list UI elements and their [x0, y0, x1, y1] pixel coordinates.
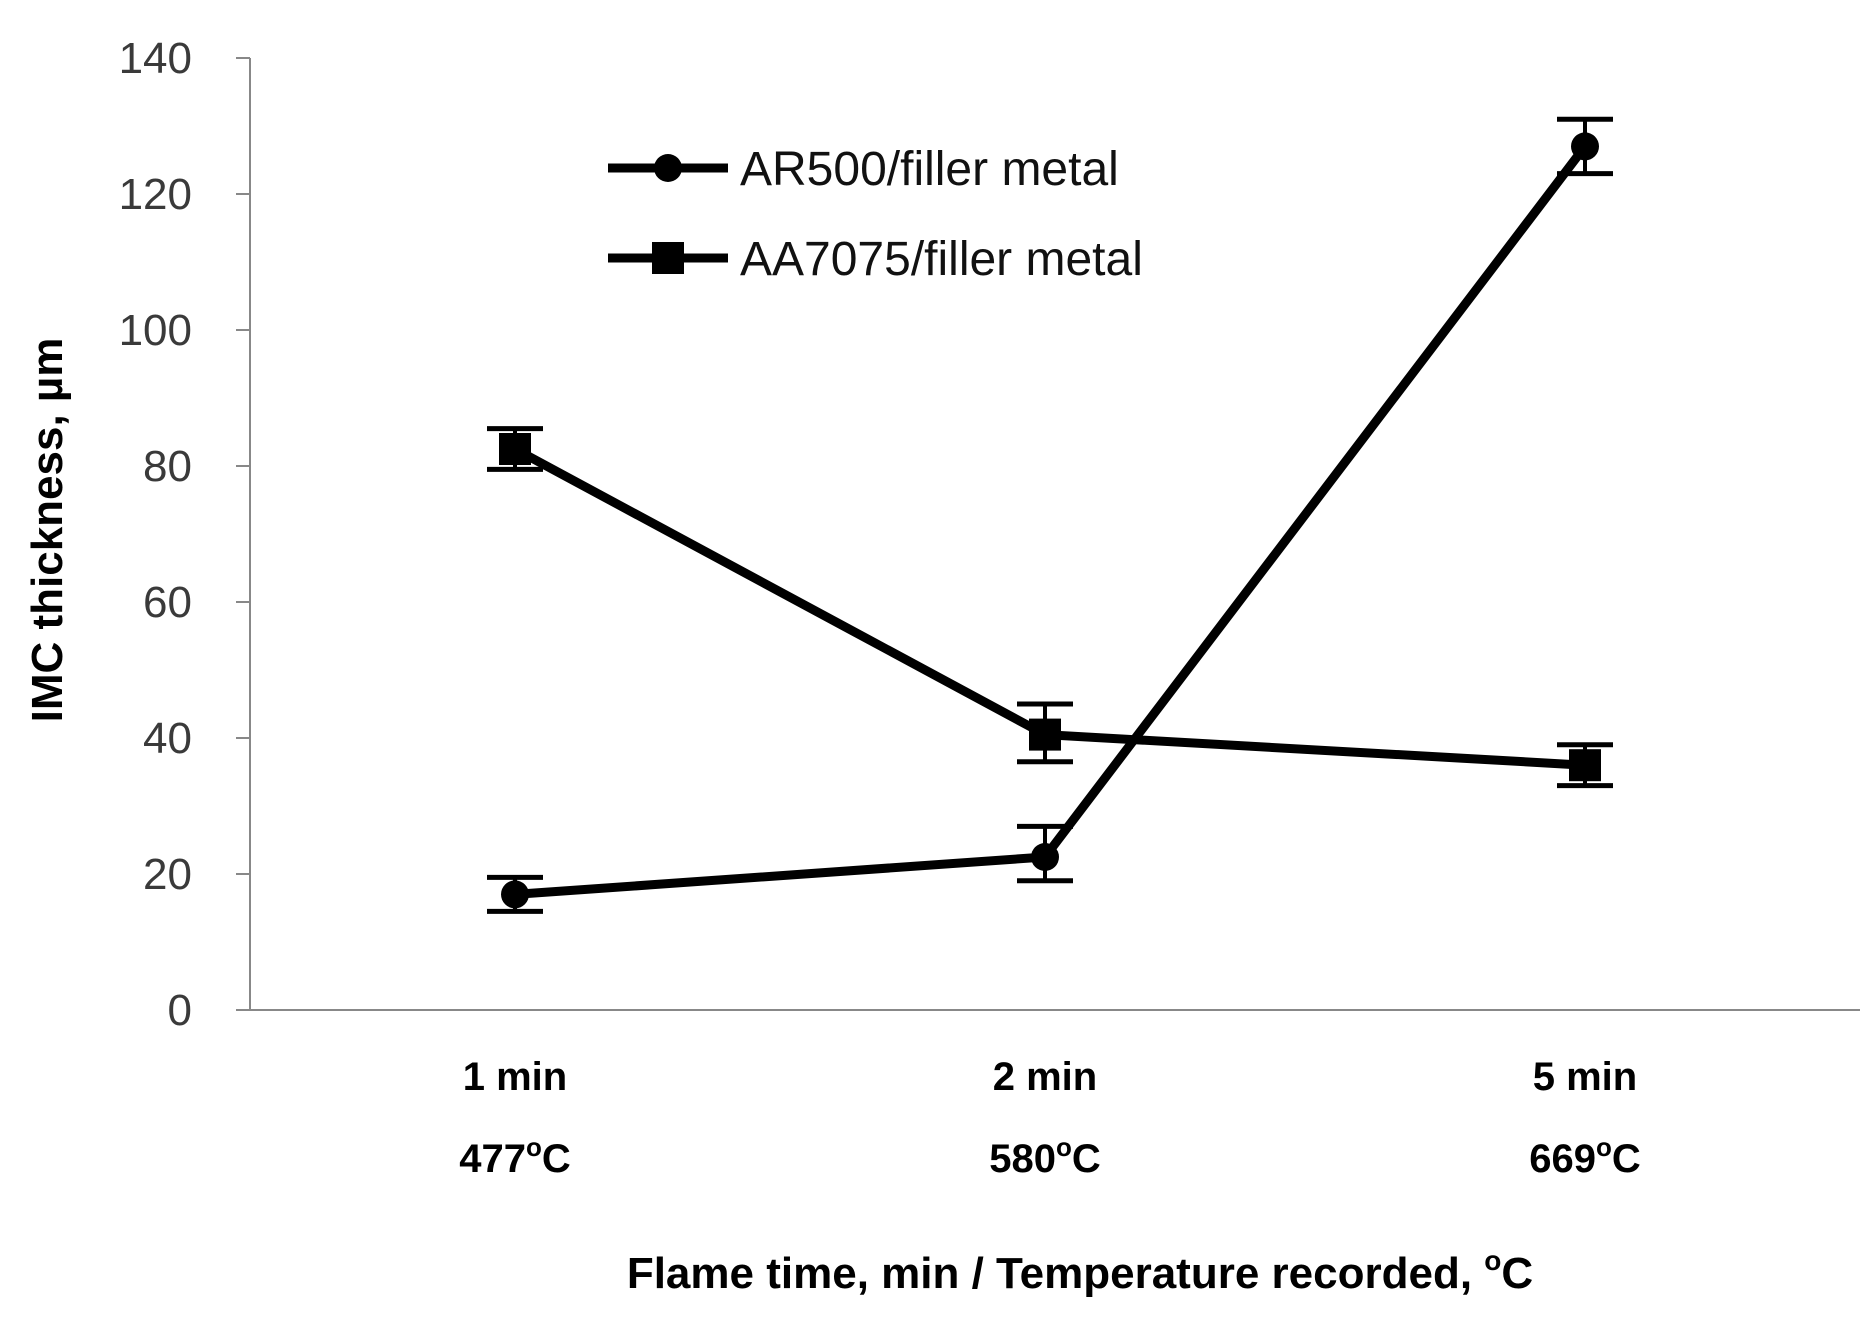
temperature-unit: C	[1072, 1137, 1101, 1181]
degree-sign: o	[1596, 1132, 1612, 1162]
y-tick-label: 80	[143, 442, 192, 491]
y-axis-label: IMC thickness, µm	[23, 338, 72, 723]
data-point	[501, 880, 529, 909]
degree-sign: o	[526, 1132, 542, 1162]
series-2	[487, 426, 1613, 789]
legend-label: AR500/filler metal	[740, 143, 1119, 196]
x-category-label: 5 min	[1533, 1055, 1637, 1099]
legend-item: AR500/filler metal	[608, 143, 1119, 196]
temperature-unit: C	[1612, 1137, 1641, 1181]
x-axis-label-text: Flame time, min / Temperature recorded,	[627, 1249, 1484, 1298]
x-axis-label-unit: C	[1501, 1249, 1533, 1298]
legend-item: AA7075/filler metal	[608, 233, 1143, 286]
temperature-value: 580	[989, 1137, 1056, 1181]
legend-marker	[654, 154, 682, 182]
legend: AR500/filler metal AA7075/filler metal	[608, 143, 1143, 286]
temperature-value: 477	[459, 1137, 526, 1181]
data-point	[1571, 132, 1599, 161]
x-axis-label: Flame time, min / Temperature recorded, …	[627, 1245, 1533, 1298]
legend-marker	[652, 242, 684, 274]
x-category-temperature: 477oC	[459, 1132, 571, 1181]
x-category-temperature: 580oC	[989, 1132, 1101, 1181]
y-tick-label: 0	[168, 986, 192, 1035]
x-category-temperature: 669oC	[1529, 1132, 1641, 1181]
x-category-label: 1 min	[463, 1055, 567, 1099]
y-tick-label: 120	[119, 170, 192, 219]
y-tick-label: 40	[143, 714, 192, 763]
y-tick-label: 140	[119, 34, 192, 83]
x-axis-label-degree: o	[1484, 1245, 1501, 1276]
series-line	[512, 445, 1586, 770]
degree-sign: o	[1056, 1132, 1072, 1162]
y-ticks: 0 20 40 60 80 100 120 140	[119, 34, 250, 1035]
temperature-unit: C	[542, 1137, 571, 1181]
y-tick-label: 60	[143, 578, 192, 627]
data-point	[1569, 749, 1601, 782]
y-tick-label: 100	[119, 306, 192, 355]
data-point	[499, 433, 531, 465]
series-1	[487, 116, 1613, 914]
data-point	[1031, 843, 1059, 871]
y-tick-label: 20	[143, 850, 192, 899]
temperature-value: 669	[1529, 1137, 1596, 1181]
x-category-label: 2 min	[993, 1055, 1097, 1099]
data-point	[1029, 718, 1061, 751]
legend-label: AA7075/filler metal	[740, 233, 1143, 286]
axes	[249, 58, 1860, 1011]
plot-area	[487, 116, 1613, 914]
